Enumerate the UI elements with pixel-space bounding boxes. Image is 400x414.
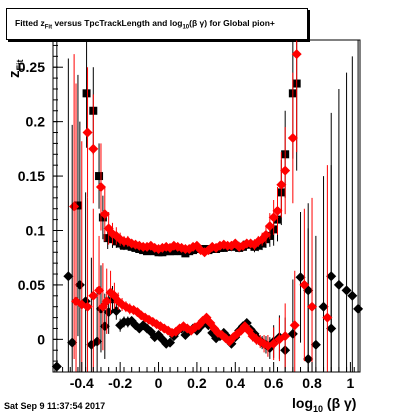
timestamp: Sat Sep 9 11:37:54 2017 [4,401,106,411]
x-tick-label-7: 1 [347,375,355,391]
data-point-s3-52 [289,320,300,331]
x-tick-label-6: 0.8 [302,375,322,391]
x-tick-label-4: 0.4 [226,375,246,391]
data-point-s2-3 [74,279,85,290]
data-point-s3-11 [120,301,131,312]
plot-frame [52,39,361,373]
x-tick-label-3: 0.2 [187,375,207,391]
title-box: Fitted zFit versus TpcTrackLength and lo… [6,8,308,40]
x-tick-label-5: 0.6 [264,375,284,391]
y-tick-label-1: 0.05 [18,277,45,293]
data-point-s2-6 [92,336,103,347]
data-point-s1-4 [99,209,110,220]
data-point-s2-8 [99,321,110,332]
data-point-s2-64 [353,303,364,314]
data-point-s0-5 [103,234,112,243]
data-point-s2-58 [310,339,321,350]
data-point-s2-1 [63,271,74,282]
y-axis-title: zFit [6,60,25,79]
data-point-s3-49 [268,338,279,349]
data-point-s2-55 [287,328,298,339]
y-tick-label-3: 0.15 [18,168,45,184]
data-point-s2-62 [341,285,352,296]
data-point-s2-11 [111,306,122,317]
data-point-s2-25 [165,337,176,348]
data-point-s3-51 [280,331,291,342]
y-tick-label-2: 0.1 [26,222,46,238]
title-suffix: (β γ) for Global pion+ [189,18,275,28]
chart-title: Fitted zFit versus TpcTrackLength and lo… [15,18,275,31]
data-point-s1-49 [272,205,283,216]
data-point-s2-63 [347,290,358,301]
data-point-s2-0 [51,361,62,372]
y-tick-label-4: 0.2 [26,114,46,130]
data-point-s2-56 [295,272,306,283]
title-subscript-fit: Fit [44,24,53,31]
data-point-s1-1 [82,127,93,138]
x-tick-label-0: -0.4 [70,375,94,391]
data-point-s2-59 [318,301,329,312]
x-tick-label-1: -0.2 [108,375,132,391]
data-point-s2-66 [326,323,337,334]
data-point-s2-2 [67,337,78,348]
data-point-s0-4 [98,213,107,222]
y-tick-label-5: 0.25 [18,59,45,75]
data-point-s1-46 [260,229,271,240]
data-point-s3-4 [94,285,105,296]
data-point-s1-53 [291,49,302,60]
data-point-s1-50 [276,179,287,190]
title-subscript-10: 10 [182,24,190,31]
data-point-s3-6 [101,296,112,307]
data-point-s3-53 [299,279,310,290]
x-axis-title: log10 (β γ) [292,395,356,414]
y-tick-label-0: 0 [37,331,45,347]
data-point-s3-55 [322,312,333,323]
data-point-s1-0 [69,201,80,212]
data-point-s1-3 [95,181,106,192]
data-point-s3-3 [88,290,99,301]
data-point-s2-9 [103,307,114,318]
title-middle: versus TpcTrackLength and log [52,18,183,28]
data-point-s0-3 [95,172,104,181]
data-point-s1-47 [264,221,275,232]
data-point-s2-65 [303,353,314,364]
data-point-s3-2 [82,301,93,312]
data-point-s1-2 [88,143,99,154]
data-point-s2-61 [333,279,344,290]
data-point-s1-52 [287,132,298,143]
data-point-s3-54 [307,301,318,312]
data-point-s0-1 [82,89,91,98]
data-point-s1-48 [268,212,279,223]
x-tick-label-2: 0 [155,375,163,391]
title-prefix: Fitted z [15,18,45,28]
data-point-s1-51 [280,165,291,176]
